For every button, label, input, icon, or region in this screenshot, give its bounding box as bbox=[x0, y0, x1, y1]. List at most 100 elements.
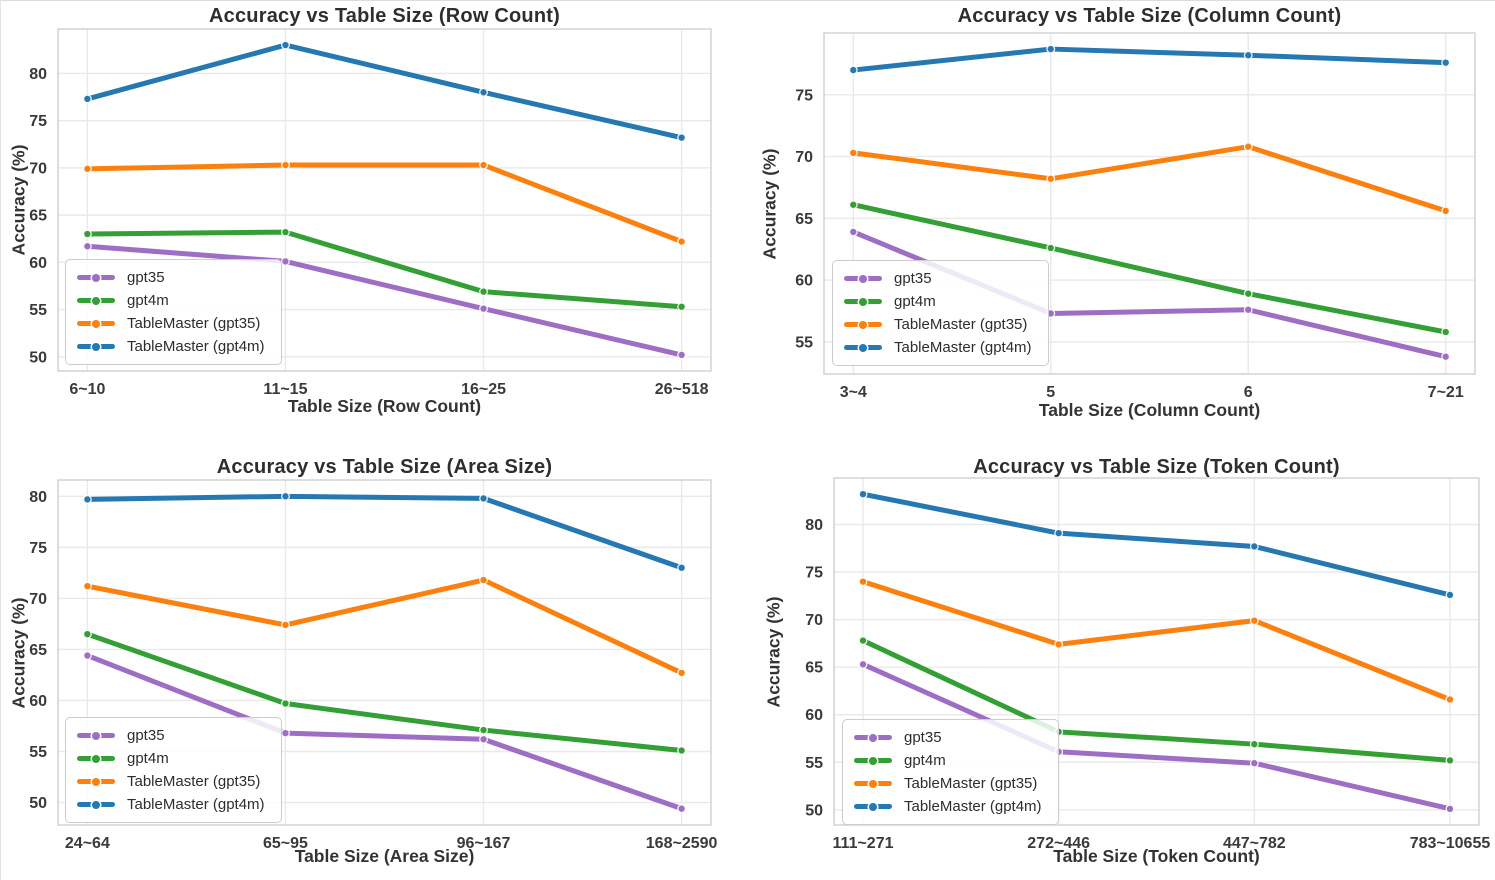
legend-item: gpt4m bbox=[77, 290, 265, 311]
data-point-marker bbox=[1249, 616, 1259, 626]
data-point-marker bbox=[677, 804, 687, 814]
legend-swatch bbox=[77, 336, 115, 357]
legend-label: TableMaster (gpt4m) bbox=[127, 796, 265, 813]
chart-title: Accuracy vs Table Size (Column Count) bbox=[957, 5, 1342, 27]
series-tablemaster-gpt35- bbox=[82, 575, 687, 678]
plot-area-token-count: 50 55 60 65 70 75 80 111~271 272~446 447~782 783~1… bbox=[805, 477, 1491, 852]
data-point-marker bbox=[82, 629, 92, 639]
legend-swatch bbox=[77, 794, 115, 815]
svg-text:65~95: 65~95 bbox=[263, 835, 308, 852]
data-point-marker bbox=[82, 494, 92, 504]
y-tick-labels: 55 60 65 70 75 bbox=[795, 87, 813, 351]
legend-item: TableMaster (gpt4m) bbox=[854, 796, 1042, 817]
svg-text:70: 70 bbox=[29, 591, 47, 608]
series-gpt4m bbox=[848, 200, 1451, 337]
data-point-marker bbox=[1054, 528, 1064, 538]
svg-text:447~782: 447~782 bbox=[1223, 835, 1286, 852]
data-point-marker bbox=[858, 636, 868, 646]
data-point-marker bbox=[281, 620, 290, 630]
svg-text:16~25: 16~25 bbox=[461, 381, 506, 398]
series-tablemaster-gpt4m- bbox=[82, 40, 687, 143]
svg-text:6: 6 bbox=[1244, 384, 1253, 401]
data-point-marker bbox=[82, 229, 92, 239]
svg-text:80: 80 bbox=[29, 66, 47, 83]
svg-text:26~518: 26~518 bbox=[655, 381, 709, 398]
data-point-marker bbox=[677, 350, 687, 360]
chart-panel-row-count: 50 55 60 65 70 75 80 6~10 11~15 16~25 26~518 Accur… bbox=[1, 1, 748, 441]
legend-item: gpt35 bbox=[844, 268, 1032, 289]
x-tick-labels: 111~271 272~446 447~782 783~10655 bbox=[833, 835, 1491, 852]
data-point-marker bbox=[1441, 206, 1451, 216]
svg-text:80: 80 bbox=[805, 517, 823, 534]
legend-label: TableMaster (gpt35) bbox=[904, 775, 1038, 792]
data-point-marker bbox=[848, 148, 858, 158]
svg-text:24~64: 24~64 bbox=[65, 835, 110, 852]
legend-swatch bbox=[844, 268, 882, 289]
legend-item: TableMaster (gpt4m) bbox=[77, 336, 265, 357]
data-point-marker bbox=[677, 237, 687, 247]
svg-text:60: 60 bbox=[805, 707, 823, 724]
legend-item: gpt35 bbox=[77, 267, 265, 288]
legend-label: TableMaster (gpt4m) bbox=[904, 798, 1042, 815]
legend-label: gpt4m bbox=[127, 750, 169, 767]
plot-area-column-count: 55 60 65 70 75 3~4 5 6 7~21 bbox=[795, 32, 1476, 401]
svg-text:70: 70 bbox=[805, 612, 823, 629]
data-point-marker bbox=[1243, 142, 1253, 152]
legend: gpt35 gpt4m TableMaster (gpt35) TableMaster… bbox=[842, 719, 1059, 825]
series-gpt35 bbox=[82, 651, 687, 814]
data-point-marker bbox=[281, 256, 290, 266]
series-gpt4m bbox=[82, 629, 687, 755]
data-point-marker bbox=[1441, 352, 1451, 362]
svg-text:272~446: 272~446 bbox=[1027, 835, 1090, 852]
chart-title: Accuracy vs Table Size (Row Count) bbox=[209, 5, 560, 27]
legend-swatch bbox=[77, 748, 115, 769]
plot-area-area-size: 50 55 60 65 70 75 80 24~64 65~95 96~167 168~2590 bbox=[29, 479, 718, 852]
svg-text:75: 75 bbox=[805, 565, 823, 582]
legend-swatch bbox=[854, 750, 892, 771]
svg-text:55: 55 bbox=[29, 302, 47, 319]
data-point-marker bbox=[1445, 755, 1455, 765]
svg-text:60: 60 bbox=[795, 273, 813, 290]
data-point-marker bbox=[1249, 541, 1259, 551]
series-gpt35 bbox=[858, 659, 1455, 814]
svg-text:65: 65 bbox=[29, 208, 47, 225]
svg-text:75: 75 bbox=[795, 87, 813, 104]
legend-item: TableMaster (gpt4m) bbox=[844, 337, 1032, 358]
x-tick-labels: 3~4 5 6 7~21 bbox=[840, 384, 1464, 401]
legend-label: TableMaster (gpt4m) bbox=[894, 339, 1032, 356]
svg-text:65: 65 bbox=[805, 660, 823, 677]
svg-text:168~2590: 168~2590 bbox=[646, 835, 718, 852]
series-tablemaster-gpt35- bbox=[848, 142, 1451, 216]
data-point-marker bbox=[858, 577, 868, 587]
legend-item: TableMaster (gpt35) bbox=[77, 313, 265, 334]
legend-item: gpt35 bbox=[854, 727, 1042, 748]
data-point-marker bbox=[1046, 44, 1056, 54]
legend-label: TableMaster (gpt35) bbox=[127, 773, 261, 790]
data-point-marker bbox=[82, 581, 92, 591]
legend-label: TableMaster (gpt35) bbox=[127, 315, 261, 332]
plot-border bbox=[833, 477, 1480, 826]
chart-panel-token-count: 50 55 60 65 70 75 80 111~271 272~446 447~782 783~1… bbox=[749, 441, 1495, 880]
data-point-marker bbox=[281, 728, 290, 738]
legend-swatch bbox=[844, 291, 882, 312]
data-point-marker bbox=[82, 164, 92, 174]
legend-swatch bbox=[77, 290, 115, 311]
svg-text:75: 75 bbox=[29, 113, 47, 130]
data-point-marker bbox=[677, 668, 687, 678]
legend: gpt35 gpt4m TableMaster (gpt35) TableMaster… bbox=[65, 259, 282, 365]
data-point-marker bbox=[677, 563, 687, 573]
data-point-marker bbox=[1243, 289, 1253, 299]
x-tick-labels: 24~64 65~95 96~167 168~2590 bbox=[65, 835, 718, 852]
legend-item: gpt4m bbox=[77, 748, 265, 769]
data-point-marker bbox=[479, 87, 488, 97]
svg-text:70: 70 bbox=[795, 149, 813, 166]
series-tablemaster-gpt35- bbox=[858, 577, 1455, 704]
legend: gpt35 gpt4m TableMaster (gpt35) TableMaster… bbox=[65, 717, 282, 823]
data-point-marker bbox=[479, 160, 488, 170]
data-point-marker bbox=[848, 227, 858, 237]
data-point-marker bbox=[1046, 243, 1056, 253]
data-point-marker bbox=[281, 491, 290, 501]
legend-swatch bbox=[77, 725, 115, 746]
data-point-marker bbox=[1445, 590, 1455, 600]
